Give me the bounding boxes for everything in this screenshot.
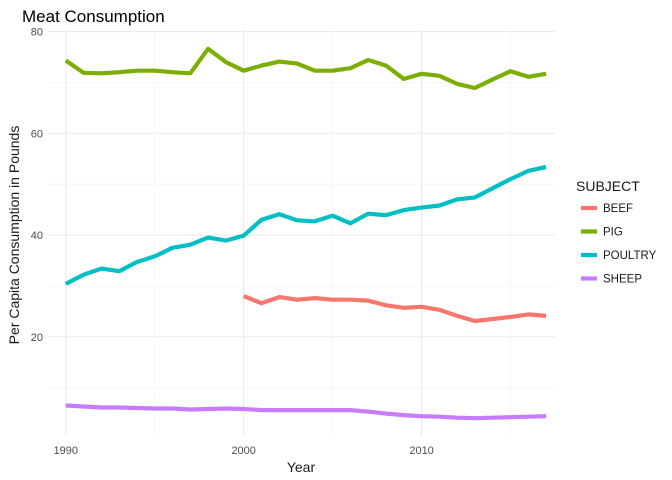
legend-title: SUBJECT <box>576 178 640 194</box>
x-axis-ticks: 1990 2000 2010 <box>54 445 434 457</box>
gridlines <box>48 29 555 436</box>
y-axis-ticks: 20 40 60 80 <box>31 27 43 344</box>
y-tick-label: 20 <box>31 332 43 344</box>
series-line-pig <box>64 46 547 91</box>
series-lines <box>64 46 547 421</box>
legend-label-beef: BEEF <box>603 203 633 215</box>
series-line-poultry <box>64 164 547 286</box>
x-tick-label: 1990 <box>54 445 78 457</box>
series-line-beef <box>242 294 547 324</box>
x-tick-label: 2010 <box>409 445 433 457</box>
x-tick-label: 2000 <box>231 445 255 457</box>
legend: SUBJECT BEEF PIG POULTRY SHEEP <box>576 178 657 286</box>
legend-label-pig: PIG <box>603 227 623 239</box>
legend-label-sheep: SHEEP <box>603 274 642 286</box>
x-axis-title: Year <box>287 459 316 475</box>
series-line-sheep <box>65 403 547 421</box>
y-tick-label: 80 <box>31 27 43 39</box>
legend-items: BEEF PIG POULTRY SHEEP <box>581 203 657 286</box>
y-axis-title: Per Capita Consumption in Pounds <box>6 126 22 345</box>
y-tick-label: 60 <box>31 128 43 140</box>
y-tick-label: 40 <box>31 230 43 242</box>
chart-title: Meat Consumption <box>22 7 165 26</box>
legend-label-poultry: POULTRY <box>603 250 657 262</box>
